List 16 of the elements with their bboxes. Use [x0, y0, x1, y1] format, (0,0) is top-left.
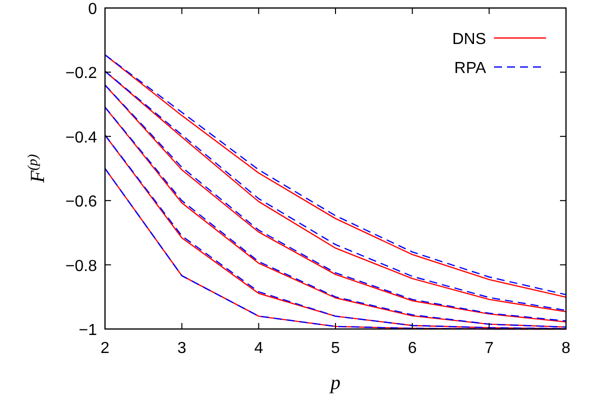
- y-tick-label: −0.6: [65, 194, 98, 211]
- x-tick-label: 2: [100, 340, 110, 357]
- x-tick-label: 4: [254, 340, 264, 357]
- x-tick-label: 7: [484, 340, 494, 357]
- y-tick-label: −0.8: [65, 258, 98, 275]
- x-tick-label: 3: [177, 340, 186, 357]
- legend-label: DNS: [452, 31, 486, 48]
- x-tick-label: 5: [331, 340, 340, 357]
- y-tick-label: −1: [78, 322, 98, 339]
- x-tick-label: 6: [408, 340, 417, 357]
- y-tick-label: −0.2: [65, 65, 98, 82]
- legend-label: RPA: [454, 60, 486, 77]
- x-tick-label: 8: [562, 340, 571, 357]
- x-axis-title: p: [328, 372, 340, 394]
- y-tick-label: −0.4: [65, 129, 98, 146]
- y-tick-label: 0: [88, 1, 98, 18]
